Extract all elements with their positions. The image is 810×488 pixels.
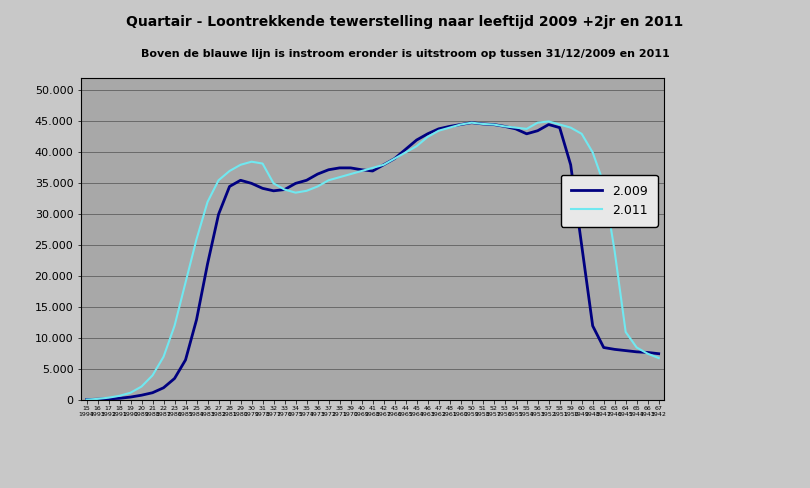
2.009: [467, 120, 476, 125]
2.011: [411, 143, 421, 149]
2.011: [544, 119, 553, 124]
2.009: [599, 345, 608, 350]
2.011: [236, 162, 245, 168]
2.011: [82, 397, 92, 403]
2.009: [423, 131, 433, 137]
2.011: [445, 125, 454, 131]
2.011: [599, 181, 608, 186]
Line: 2.011: 2.011: [87, 122, 659, 400]
2.011: [654, 355, 663, 361]
Line: 2.009: 2.009: [87, 122, 659, 400]
2.009: [82, 397, 92, 403]
2.009: [411, 137, 421, 143]
2.011: [423, 134, 433, 140]
2.011: [522, 126, 531, 132]
Text: Boven de blauwe lijn is instroom eronder is uitstroom op tussen 31/12/2009 en 20: Boven de blauwe lijn is instroom eronder…: [141, 49, 669, 59]
2.009: [654, 351, 663, 357]
Legend: 2.009, 2.011: 2.009, 2.011: [561, 175, 658, 227]
2.009: [445, 123, 454, 129]
2.009: [533, 128, 543, 134]
2.009: [236, 177, 245, 183]
Text: Quartair - Loontrekkende tewerstelling naar leeftijd 2009 +2jr en 2011: Quartair - Loontrekkende tewerstelling n…: [126, 15, 684, 29]
